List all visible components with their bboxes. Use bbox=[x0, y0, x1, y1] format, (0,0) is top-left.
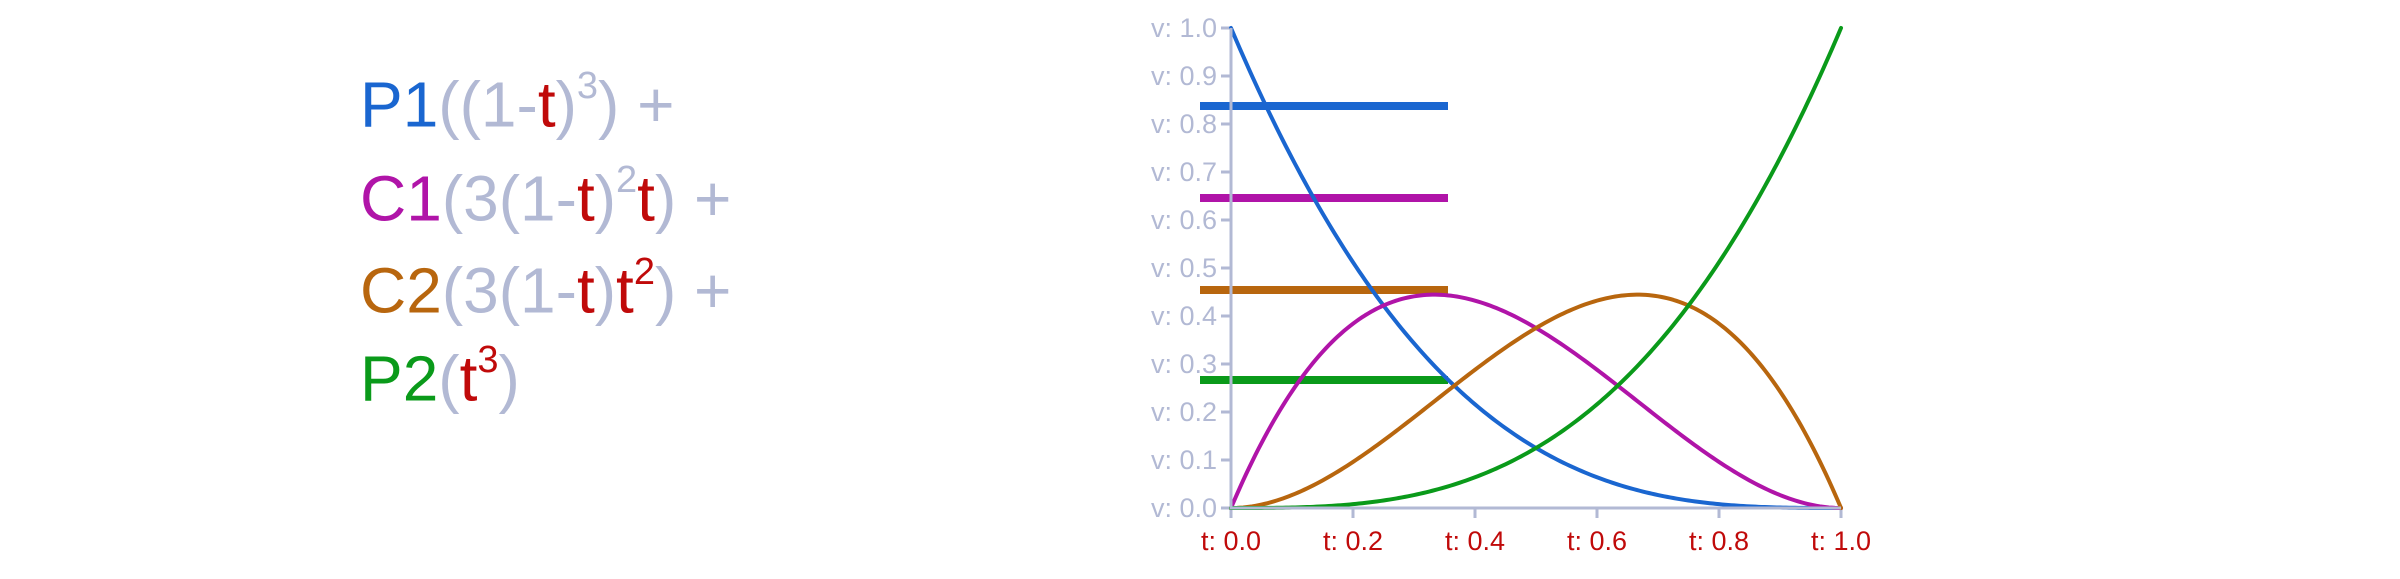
formula-part: ) + bbox=[654, 254, 732, 327]
formula-part: ) bbox=[594, 254, 617, 327]
x-tick-label: t: 0.4 bbox=[1445, 526, 1505, 556]
formula-part: ) bbox=[498, 342, 520, 415]
legend-label-p1: P1 bbox=[360, 68, 439, 141]
y-tick-label: v: 0.7 bbox=[1151, 157, 1217, 187]
axes bbox=[1229, 28, 1841, 510]
formula-part: t bbox=[459, 342, 478, 415]
y-tick-label: v: 0.6 bbox=[1151, 205, 1217, 235]
legend-swatch-p1 bbox=[1200, 102, 1448, 110]
x-tick-label: t: 0.0 bbox=[1201, 526, 1261, 556]
y-tick-label: v: 0.5 bbox=[1151, 253, 1217, 283]
bezier-basis-chart: v: 0.0 v: 0.1 v: 0.2 v: 0.3 v: 0.4 v: 0.5 v: 0… bbox=[1151, 13, 1871, 556]
formula-part: ) bbox=[555, 68, 577, 141]
formula-part: (3(1- bbox=[441, 254, 577, 327]
y-tick-label: v: 0.0 bbox=[1151, 493, 1217, 523]
legend-formula-p2: P2(t3) bbox=[360, 326, 520, 418]
legend-row-p1: P1((1-t)3) + bbox=[360, 58, 675, 140]
formula-part: (3(1- bbox=[441, 162, 577, 235]
y-tick-label: v: 0.1 bbox=[1151, 445, 1217, 475]
series-line-c2 bbox=[1229, 292, 1843, 510]
formula-part: ) + bbox=[654, 162, 732, 235]
legend-formula-c2: C2(3(1-t)t2) + bbox=[360, 238, 731, 330]
formula-part: ( bbox=[438, 342, 460, 415]
series-line-p1 bbox=[1229, 26, 1843, 510]
legend-formula-p1: P1((1-t)3) + bbox=[360, 52, 675, 144]
formula-part: ((1- bbox=[438, 68, 538, 141]
x-tick-label: t: 1.0 bbox=[1811, 526, 1871, 556]
y-tick-label: v: 0.2 bbox=[1151, 397, 1217, 427]
y-tick-label: v: 0.4 bbox=[1151, 301, 1217, 331]
formula-part: 2 bbox=[616, 158, 638, 201]
x-axis-ticks: t: 0.0 t: 0.2 t: 0.4 t: 0.6 t: 0.8 t: 1.0 bbox=[1201, 508, 1871, 556]
legend-formula-c1: C1(3(1-t)2t) + bbox=[360, 146, 731, 238]
formula-part: 3 bbox=[576, 64, 599, 107]
y-tick-label: v: 0.8 bbox=[1151, 109, 1217, 139]
legend-swatch-c1 bbox=[1200, 194, 1448, 202]
formula-part: t bbox=[576, 254, 595, 327]
x-tick-label: t: 0.6 bbox=[1567, 526, 1627, 556]
series-line-p2 bbox=[1229, 26, 1843, 510]
formula-part: 3 bbox=[477, 338, 499, 381]
y-tick-label: v: 0.3 bbox=[1151, 349, 1217, 379]
formula-part: t bbox=[576, 162, 595, 235]
legend-swatch-p2 bbox=[1200, 376, 1448, 384]
legend-swatch-c2 bbox=[1200, 286, 1448, 294]
legend-label-p2: P2 bbox=[360, 342, 439, 415]
legend-row-c2: C2(3(1-t)t2) + bbox=[360, 244, 731, 326]
series-lines bbox=[1229, 26, 1843, 510]
formula-part: t bbox=[637, 162, 655, 235]
formula-part: ) + bbox=[598, 68, 675, 141]
x-tick-label: t: 0.8 bbox=[1689, 526, 1749, 556]
y-axis-ticks: v: 0.0 v: 0.1 v: 0.2 v: 0.3 v: 0.4 v: 0.5 v: 0… bbox=[1151, 13, 1231, 523]
x-tick-label: t: 0.2 bbox=[1323, 526, 1383, 556]
legend-label-c2: C2 bbox=[360, 254, 442, 327]
y-tick-label: v: 0.9 bbox=[1151, 61, 1217, 91]
legend-label-c1: C1 bbox=[360, 162, 442, 235]
legend-row-p2: P2(t3) bbox=[360, 332, 520, 414]
formula-part: 2 bbox=[633, 250, 655, 293]
formula-part: ) bbox=[594, 162, 617, 235]
legend-row-c1: C1(3(1-t)2t) + bbox=[360, 152, 731, 234]
formula-part: t bbox=[537, 68, 556, 141]
formula-part: t bbox=[616, 254, 634, 327]
y-tick-label: v: 1.0 bbox=[1151, 13, 1217, 43]
